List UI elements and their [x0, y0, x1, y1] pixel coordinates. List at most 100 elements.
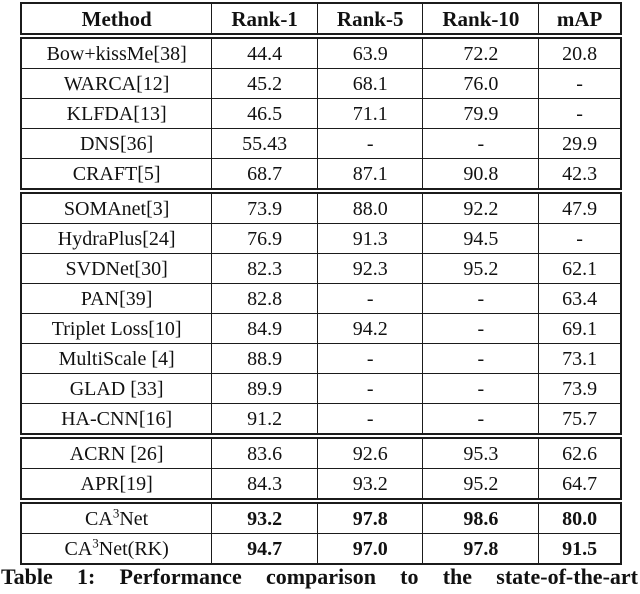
value-cell: - — [422, 313, 540, 344]
value-cell: 62.6 — [538, 437, 622, 469]
table-row: Triplet Loss[10] 84.9 94.2-69.1 — [20, 313, 622, 344]
method-cell: Triplet Loss[10] — [20, 313, 213, 344]
value-cell: 55.43 — [211, 128, 318, 159]
method-cell: KLFDA[13] — [20, 98, 213, 129]
value-cell: 76.9 — [211, 223, 318, 254]
value-cell: 83.6 — [211, 437, 318, 469]
method-cell: MultiScale [4] — [20, 343, 213, 374]
table-group-2: SOMAnet[3] 73.9 88.0 92.2 47.9 HydraPlus[24] 7… — [20, 192, 622, 435]
method-cell: CA3Net(RK) — [20, 533, 213, 565]
value-cell: 97.0 — [316, 533, 424, 565]
value-cell: - — [538, 223, 622, 254]
table-row: KLFDA[13] 46.5 71.1 79.9- — [20, 98, 622, 129]
value-cell: 82.8 — [211, 283, 318, 314]
table-row: CRAFT[5] 68.7 87.1 90.8 42.3 — [20, 158, 622, 190]
value-cell: 97.8 — [422, 533, 540, 565]
col-header-map: mAP — [538, 2, 622, 35]
col-header-rank5: Rank-5 — [316, 2, 424, 35]
table-row: APR[19] 84.3 93.2 95.2 64.7 — [20, 468, 622, 500]
value-cell: - — [422, 403, 540, 435]
method-cell: SOMAnet[3] — [20, 192, 213, 224]
value-cell: 42.3 — [538, 158, 622, 190]
table-group-4: CA3Net 93.2 97.8 98.6 80.0 CA3Net(RK) 94.7 97.0… — [20, 502, 622, 565]
value-cell: - — [422, 283, 540, 314]
value-cell: 64.7 — [538, 468, 622, 500]
value-cell: - — [538, 68, 622, 99]
table-row: MultiScale [4] 88.9- -73.1 — [20, 343, 622, 374]
table-header: Method Rank-1 Rank-5 Rank-10 mAP — [20, 2, 622, 35]
value-cell: 92.3 — [316, 253, 424, 284]
results-table: Method Rank-1 Rank-5 Rank-10 mAP Bow+kis… — [20, 2, 622, 567]
value-cell: 92.2 — [422, 192, 540, 224]
value-cell: 94.2 — [316, 313, 424, 344]
value-cell: 93.2 — [211, 502, 318, 534]
col-header-rank1: Rank-1 — [211, 2, 318, 35]
value-cell: 47.9 — [538, 192, 622, 224]
value-cell: 73.1 — [538, 343, 622, 374]
table-row: DNS[36] 55.43- -29.9 — [20, 128, 622, 159]
value-cell: 88.0 — [316, 192, 424, 224]
table-row: HydraPlus[24] 76.9 91.3 94.5- — [20, 223, 622, 254]
method-cell: APR[19] — [20, 468, 213, 500]
value-cell: - — [538, 98, 622, 129]
value-cell: 93.2 — [316, 468, 424, 500]
value-cell: 91.5 — [538, 533, 622, 565]
value-cell: - — [316, 343, 424, 374]
table-row: HA-CNN[16] 91.2- -75.7 — [20, 403, 622, 435]
method-cell: ACRN [26] — [20, 437, 213, 469]
table-row: GLAD [33] 89.9- -73.9 — [20, 373, 622, 404]
table-row: CA3Net(RK) 94.7 97.0 97.8 91.5 — [20, 533, 622, 565]
value-cell: 68.1 — [316, 68, 424, 99]
value-cell: 29.9 — [538, 128, 622, 159]
value-cell: 87.1 — [316, 158, 424, 190]
value-cell: 46.5 — [211, 98, 318, 129]
value-cell: 84.9 — [211, 313, 318, 344]
value-cell: 62.1 — [538, 253, 622, 284]
value-cell: - — [422, 128, 540, 159]
table-row: CA3Net 93.2 97.8 98.6 80.0 — [20, 502, 622, 534]
method-cell: SVDNet[30] — [20, 253, 213, 284]
value-cell: 73.9 — [211, 192, 318, 224]
method-cell: CA3Net — [20, 502, 213, 534]
value-cell: 92.6 — [316, 437, 424, 469]
method-cell: GLAD [33] — [20, 373, 213, 404]
value-cell: 79.9 — [422, 98, 540, 129]
value-cell: 63.4 — [538, 283, 622, 314]
value-cell: 71.1 — [316, 98, 424, 129]
method-cell: HA-CNN[16] — [20, 403, 213, 435]
table-row: ACRN [26] 83.6 92.6 95.3 62.6 — [20, 437, 622, 469]
value-cell: 20.8 — [538, 37, 622, 69]
table-groups: Bow+kissMe[38] 44.4 63.9 72.2 20.8 WARCA[12] 4… — [20, 37, 622, 565]
method-cell: DNS[36] — [20, 128, 213, 159]
value-cell: - — [316, 403, 424, 435]
value-cell: - — [316, 373, 424, 404]
table-group-1: Bow+kissMe[38] 44.4 63.9 72.2 20.8 WARCA[12] 4… — [20, 37, 622, 190]
table-row: WARCA[12] 45.2 68.1 76.0- — [20, 68, 622, 99]
value-cell: 68.7 — [211, 158, 318, 190]
table-row: PAN[39] 82.8- -63.4 — [20, 283, 622, 314]
method-cell: WARCA[12] — [20, 68, 213, 99]
col-header-rank10: Rank-10 — [422, 2, 540, 35]
value-cell: 80.0 — [538, 502, 622, 534]
table-caption: Table 1: Performance comparison to the s… — [1, 564, 638, 589]
value-cell: 75.7 — [538, 403, 622, 435]
value-cell: 73.9 — [538, 373, 622, 404]
value-cell: 88.9 — [211, 343, 318, 374]
value-cell: 95.2 — [422, 468, 540, 500]
value-cell: - — [316, 283, 424, 314]
method-cell: PAN[39] — [20, 283, 213, 314]
value-cell: 72.2 — [422, 37, 540, 69]
value-cell: 94.7 — [211, 533, 318, 565]
value-cell: 44.4 — [211, 37, 318, 69]
value-cell: 97.8 — [316, 502, 424, 534]
method-cell: Bow+kissMe[38] — [20, 37, 213, 69]
value-cell: 95.2 — [422, 253, 540, 284]
value-cell: 95.3 — [422, 437, 540, 469]
value-cell: 76.0 — [422, 68, 540, 99]
value-cell: 69.1 — [538, 313, 622, 344]
value-cell: 82.3 — [211, 253, 318, 284]
header-row: Method Rank-1 Rank-5 Rank-10 mAP — [20, 2, 622, 35]
col-header-method: Method — [20, 2, 213, 35]
value-cell: 94.5 — [422, 223, 540, 254]
table-group-3: ACRN [26] 83.6 92.6 95.3 62.6 APR[19] 84.3 93.2… — [20, 437, 622, 500]
